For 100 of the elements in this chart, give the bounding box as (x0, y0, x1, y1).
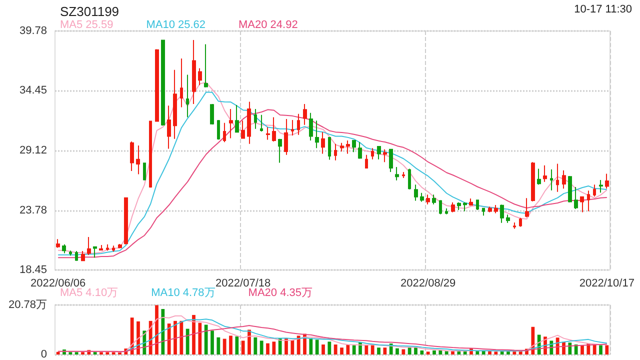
x-tick-label: 2022/08/29 (400, 278, 456, 290)
candlestick (494, 204, 498, 214)
y-tick-label: 39.78 (19, 25, 47, 37)
x-tick-label: 2022/10/17 (579, 278, 634, 290)
candlestick (506, 214, 510, 224)
candlestick (420, 192, 424, 202)
bar (383, 348, 387, 354)
chart-title: SZ301199 (60, 4, 120, 19)
bar (93, 352, 97, 354)
bar (377, 348, 380, 354)
y-tick-label: 0 (40, 348, 47, 360)
candlestick (186, 74, 189, 118)
candlestick (340, 142, 344, 152)
bar (186, 328, 190, 354)
bar (266, 343, 270, 354)
bar (161, 309, 165, 354)
candlestick (260, 114, 263, 132)
bar (241, 340, 245, 354)
candlestick (266, 126, 270, 140)
candlestick (291, 119, 294, 136)
candlestick (346, 140, 350, 154)
text: MA20 24.92 (238, 19, 298, 31)
candlestick (556, 163, 559, 192)
candlestick (377, 146, 381, 160)
candlestick (562, 170, 566, 190)
bar (272, 342, 276, 354)
bar (192, 314, 196, 354)
candlestick (365, 154, 368, 169)
candlestick (371, 148, 374, 160)
bar (235, 336, 239, 354)
bar (167, 324, 171, 354)
bar (204, 324, 208, 354)
candlestick (593, 184, 596, 197)
candlestick (198, 68, 202, 86)
bar (432, 350, 436, 354)
candlestick (75, 250, 78, 262)
candlestick (543, 164, 547, 182)
candlestick (180, 58, 183, 108)
bar (260, 340, 264, 354)
bar (346, 344, 350, 354)
bar (229, 336, 232, 354)
candlestick (297, 113, 300, 136)
bar (370, 345, 374, 354)
candlestick (118, 244, 122, 249)
bar (488, 351, 492, 354)
candlestick (550, 168, 553, 191)
candlestick (352, 140, 356, 153)
candlestick (69, 250, 72, 256)
candlestick (284, 118, 288, 156)
candlestick (136, 145, 140, 175)
candlestick (402, 171, 405, 179)
candlestick (173, 69, 177, 140)
bar (476, 350, 480, 354)
bar (444, 351, 448, 354)
candlestick (309, 112, 313, 141)
series-label: MA10 4.78万 (151, 287, 216, 299)
y-tick-label: 23.78 (19, 204, 47, 216)
candlestick (605, 173, 609, 190)
bar (334, 344, 338, 354)
bar (396, 348, 399, 354)
bar (531, 326, 535, 354)
candlestick (106, 244, 109, 252)
candlestick (587, 190, 590, 212)
candlestick (161, 40, 165, 126)
bar (408, 347, 412, 354)
candlestick (513, 222, 516, 230)
candlestick (432, 194, 436, 205)
candlestick (81, 250, 85, 262)
candlestick (414, 184, 418, 202)
bar (216, 337, 220, 354)
candlestick (149, 120, 152, 188)
candlestick (229, 108, 233, 139)
bar (174, 320, 177, 354)
candlestick (143, 162, 146, 181)
bar (198, 322, 202, 354)
candlestick (56, 238, 60, 248)
x-tick-label: 2022/06/06 (30, 278, 86, 290)
bar (309, 338, 313, 354)
candlestick (124, 197, 128, 245)
candlestick (241, 120, 245, 139)
bar (254, 337, 258, 354)
bar (482, 350, 486, 354)
candlestick (272, 116, 276, 142)
candlestick (537, 168, 541, 186)
y-tick-label: 18.45 (19, 264, 47, 276)
bar (222, 338, 226, 354)
candlestick (130, 140, 134, 172)
candlestick (500, 204, 504, 224)
candlestick (62, 244, 66, 254)
candlestick (204, 44, 208, 88)
candlestick (469, 198, 473, 206)
candlestick (580, 196, 584, 213)
bar (605, 345, 609, 354)
candlestick (217, 119, 220, 140)
bar (322, 344, 325, 354)
candlestick (112, 245, 115, 252)
bar (426, 352, 430, 354)
text: MA5 4.10万 (60, 287, 118, 299)
candlestick (235, 104, 239, 133)
bar (130, 318, 134, 354)
